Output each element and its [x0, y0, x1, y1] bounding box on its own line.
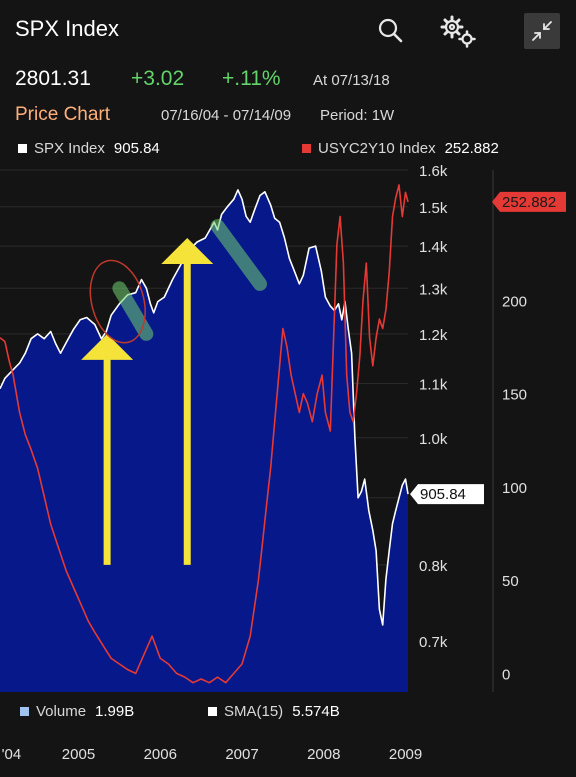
legend-sma: SMA(15) 5.574B: [208, 703, 340, 720]
last-price: 2801.31: [15, 67, 91, 90]
legend-swatch-sma: [208, 707, 217, 716]
page-title: SPX Index: [15, 16, 119, 41]
left-axis-tick: 1.0k: [419, 431, 448, 448]
x-axis-tick: 2007: [225, 746, 258, 763]
legend-swatch-spx: [18, 144, 27, 153]
right-axis-tick: 50: [502, 573, 519, 590]
collapse-icon[interactable]: [524, 13, 560, 49]
chart-type-label[interactable]: Price Chart: [15, 104, 111, 125]
legend-spx-name: SPX Index: [34, 140, 105, 157]
legend-volume-name: Volume: [36, 703, 87, 720]
left-axis-tick: 1.2k: [419, 327, 448, 344]
spx-last-tag-text: 905.84: [420, 486, 466, 503]
spread-last-tag-text: 252.882: [502, 194, 556, 211]
right-axis-tick: 0: [502, 666, 510, 683]
legend-sma-name: SMA(15): [224, 703, 284, 720]
annotation-circle: [89, 259, 146, 344]
right-axis-tick: 200: [502, 294, 527, 311]
period-selector[interactable]: Period: 1W: [320, 107, 395, 124]
annotation-arrow: [161, 237, 214, 565]
right-axis-tick: 150: [502, 387, 527, 404]
spread-line: [0, 184, 409, 684]
legend-swatch-volume: [20, 707, 29, 716]
legend-spx: SPX Index 905.84: [18, 140, 160, 157]
spx-area: [0, 189, 408, 692]
legend-swatch-spread: [302, 144, 311, 153]
x-axis-tick: 2009: [389, 746, 422, 763]
net-change: +3.02: [131, 67, 185, 90]
spx-last-tag: 905.84: [410, 484, 484, 505]
legend-spx-value: 905.84: [113, 140, 160, 157]
left-axis-tick: 1.5k: [419, 200, 448, 217]
annotation-arrow: [81, 333, 134, 565]
search-icon[interactable]: [376, 14, 406, 53]
legend-volume: Volume 1.99B: [20, 703, 134, 720]
right-axis-tick: 100: [502, 480, 527, 497]
annotation-highlight: [112, 281, 154, 341]
x-axis-tick: 2005: [62, 746, 95, 763]
spread-last-tag: 252.882: [492, 191, 566, 212]
legend-spread: USYC2Y10 Index 252.882: [302, 140, 499, 157]
legend-sma-value: 5.574B: [292, 703, 340, 720]
percent-change: +.11%: [222, 67, 281, 90]
left-axis-tick: 1.6k: [419, 163, 448, 180]
x-axis-tick: 2008: [307, 746, 340, 763]
legend-spread-name: USYC2Y10 Index: [318, 140, 436, 157]
legend-volume-value: 1.99B: [95, 703, 135, 720]
gear-icon[interactable]: [438, 14, 478, 55]
annotation-highlight: [210, 219, 268, 291]
legend-spread-value: 252.882: [444, 140, 499, 157]
left-axis-tick: 1.1k: [419, 376, 448, 393]
date-range[interactable]: 07/16/04 - 07/14/09: [161, 107, 292, 124]
left-axis-tick: 0.8k: [419, 558, 448, 575]
left-axis-tick: 1.4k: [419, 239, 448, 256]
left-axis-tick: 0.7k: [419, 634, 448, 651]
spx-line: [0, 189, 409, 626]
as-of-date: At 07/13/18: [313, 72, 390, 89]
x-axis-tick: '04: [2, 746, 22, 763]
left-axis-tick: 1.3k: [419, 281, 448, 298]
x-axis-tick: 2006: [144, 746, 177, 763]
